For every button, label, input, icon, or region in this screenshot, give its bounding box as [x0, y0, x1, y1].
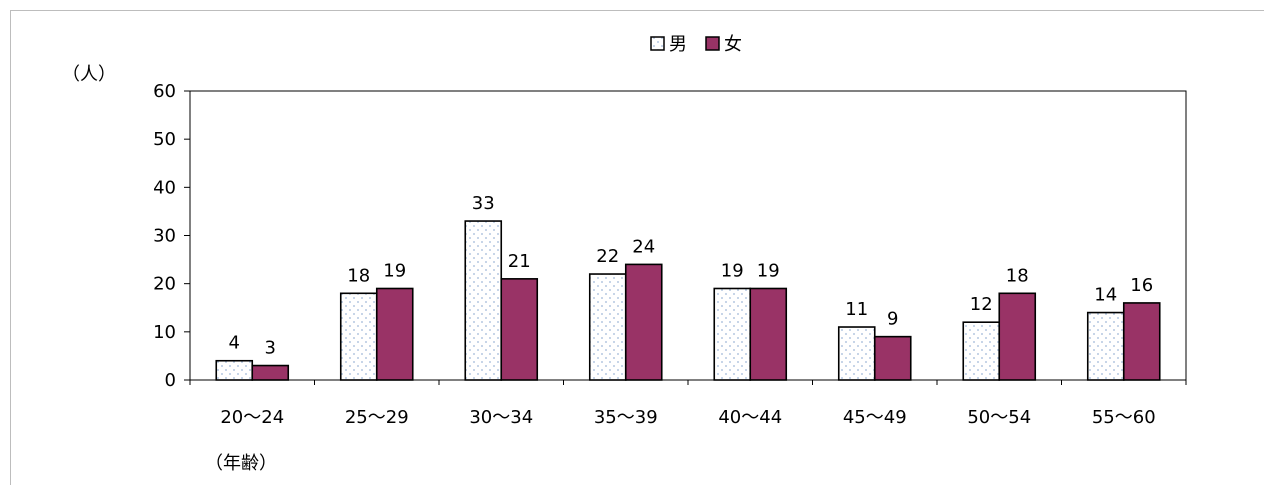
data-label: 21	[508, 251, 531, 272]
x-axis: 20～24 25～29 30～34 35～39 40～44 45～49 50～54 55～60	[189, 380, 1187, 428]
bar-male	[339, 292, 378, 381]
bar-male	[713, 287, 752, 381]
bar-female	[1122, 302, 1161, 381]
bar-male	[464, 220, 503, 381]
legend-swatch-male	[650, 36, 665, 51]
legend-label-male: 男	[669, 34, 687, 55]
y-axis: 0 10 20 30 40 50 60	[153, 81, 1187, 391]
data-label: 3	[265, 338, 276, 359]
data-label: 18	[1006, 265, 1029, 286]
chart-frame	[10, 10, 1264, 485]
bar-male	[962, 321, 1001, 381]
legend-swatch-female	[705, 36, 720, 51]
plot-area-border	[189, 90, 1187, 381]
x-tick-label: 55～60	[1092, 407, 1156, 428]
data-label: 12	[970, 294, 993, 315]
legend-label-female: 女	[724, 34, 742, 55]
y-tick-label: 60	[153, 81, 176, 102]
data-label: 24	[632, 236, 655, 257]
y-tick-label: 30	[153, 226, 176, 247]
bar-male	[837, 326, 876, 381]
data-label: 14	[1094, 285, 1117, 306]
bar-male	[588, 273, 627, 381]
x-tick-label: 35～39	[594, 407, 658, 428]
legend: 男 女	[650, 34, 742, 55]
bar-male	[215, 359, 254, 381]
y-tick-label: 20	[153, 274, 176, 295]
data-label: 19	[757, 260, 780, 281]
bar-female	[624, 263, 663, 381]
bar-female	[500, 278, 539, 381]
x-tick-label: 20～24	[220, 407, 284, 428]
bar-female	[749, 287, 788, 381]
x-unit-label: （年齢）	[205, 453, 277, 474]
data-label: 16	[1130, 275, 1153, 296]
bar-female	[251, 364, 290, 381]
bar-female	[375, 287, 414, 381]
x-tick-label: 30～34	[469, 407, 533, 428]
data-label: 19	[721, 260, 744, 281]
data-label: 19	[383, 260, 406, 281]
data-label: 4	[229, 333, 240, 354]
bar-male	[1086, 311, 1125, 381]
y-tick-label: 40	[153, 177, 176, 198]
x-tick-label: 25～29	[345, 407, 409, 428]
y-tick-label: 10	[153, 322, 176, 343]
y-unit-label: （人）	[62, 64, 116, 85]
data-label: 18	[347, 265, 370, 286]
x-tick-label: 50～54	[967, 407, 1031, 428]
data-label: 11	[845, 299, 868, 320]
bar-female	[998, 292, 1037, 381]
bar-female	[873, 335, 912, 381]
bars	[215, 220, 1161, 381]
x-tick-label: 40～44	[718, 407, 782, 428]
y-tick-label: 50	[153, 129, 176, 150]
data-label: 9	[887, 309, 898, 330]
x-tick-label: 45～49	[843, 407, 907, 428]
data-label: 33	[472, 193, 495, 214]
y-tick-label: 0	[165, 370, 176, 391]
data-label: 22	[596, 246, 619, 267]
data-labels: 4 3 18 19 33 21 22 24 19 19 11 9 12 18 14 16	[229, 193, 1154, 358]
